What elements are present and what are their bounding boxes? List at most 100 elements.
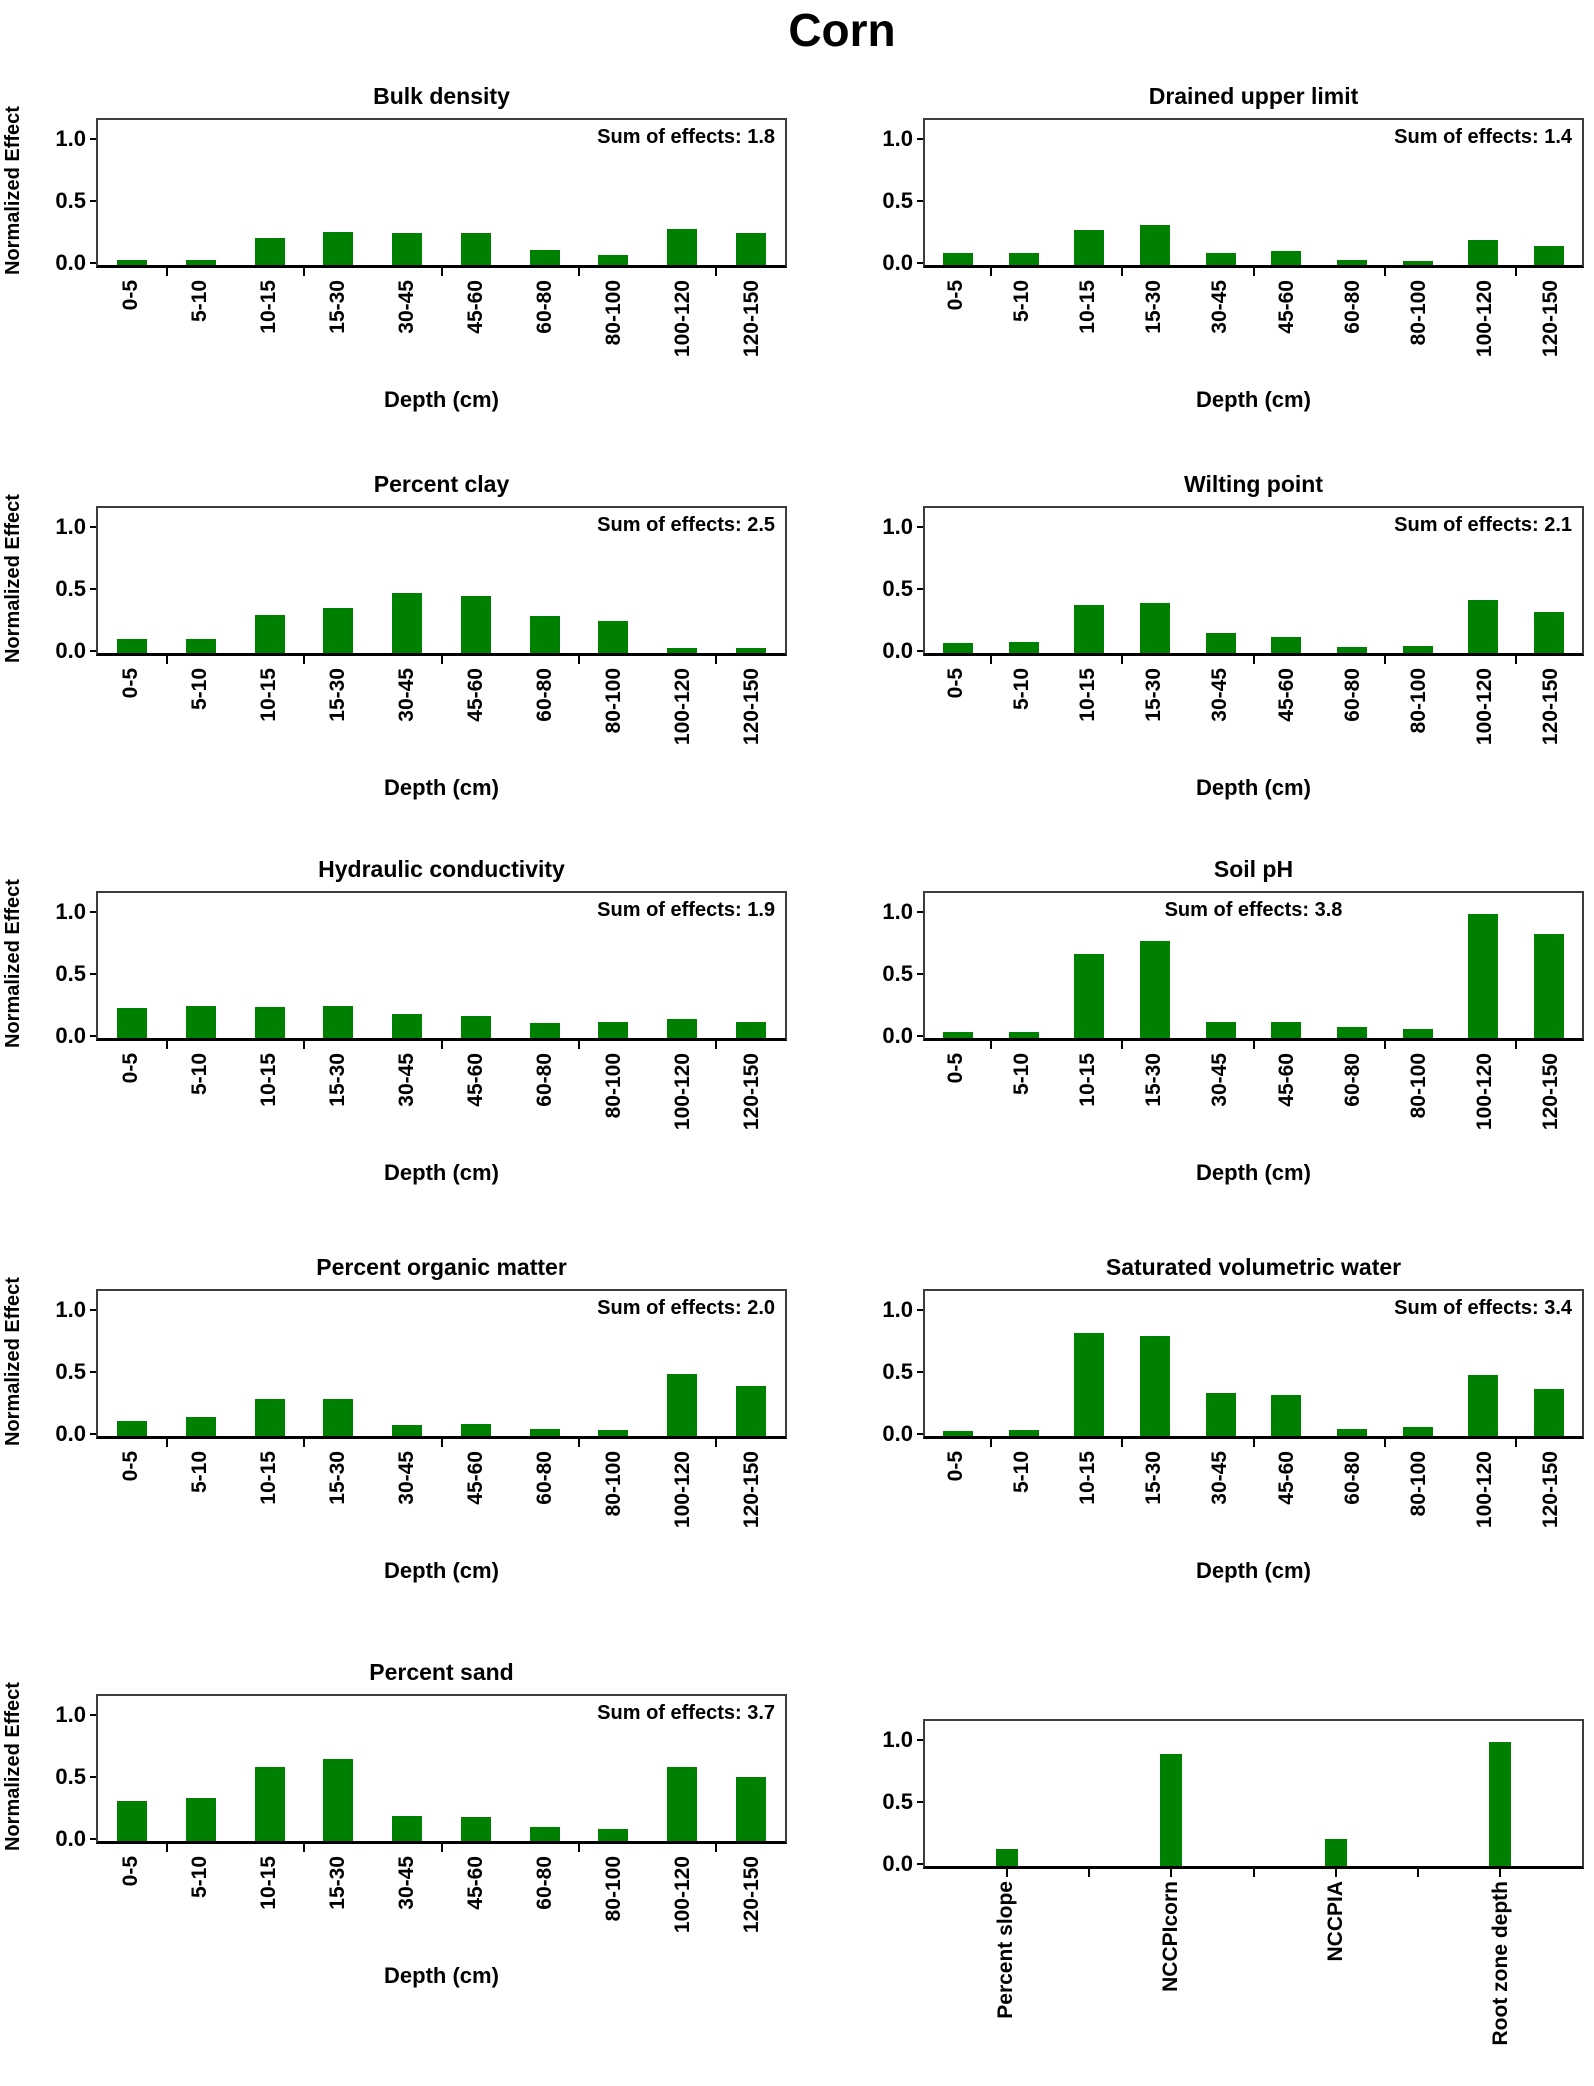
y-tick-mark xyxy=(917,200,923,202)
bar-45-60 xyxy=(1271,1395,1302,1436)
bar-15-30 xyxy=(323,1399,354,1436)
x-tick-mark xyxy=(303,656,306,664)
x-tick-mark xyxy=(989,656,992,664)
y-tick-mark xyxy=(90,973,96,975)
x-tick-label: Percent slope xyxy=(993,1881,1017,2019)
bar-80-100 xyxy=(1402,1427,1433,1436)
x-tick-label: 10-15 xyxy=(256,1856,280,1910)
bar-slot xyxy=(167,1291,236,1436)
x-tick-label: 60-80 xyxy=(1340,1451,1364,1505)
bar-10-15 xyxy=(1074,605,1105,653)
x-axis-title: Depth (cm) xyxy=(1196,1160,1311,1185)
x-tick-label: 0-5 xyxy=(118,1053,142,1084)
x-tick-slot: 80-100 xyxy=(580,280,649,382)
bar-80-100 xyxy=(598,255,629,265)
bar-slot xyxy=(235,508,304,653)
x-tick-mark xyxy=(303,1844,306,1852)
y-tick-label: 0.0 xyxy=(55,1023,86,1048)
y-tick-mark xyxy=(90,911,96,913)
x-tick-slot: 0-5 xyxy=(96,1053,165,1155)
x-tick-slot: 100-120 xyxy=(649,1451,718,1553)
x-tick-mark xyxy=(1334,1869,1337,1877)
x-tick-label: 45-60 xyxy=(464,668,488,722)
y-axis: 1.0 0.5 0.0 xyxy=(861,1719,923,1875)
x-tick-slot: 10-15 xyxy=(1055,280,1121,382)
y-tick-mark xyxy=(917,1309,923,1311)
bar-slot xyxy=(373,1696,442,1841)
x-tick-slot: 45-60 xyxy=(1253,1053,1319,1155)
chart-main-bulk-density: Bulk density 1.0 0.5 0.0 Sum of effects: 1.8… xyxy=(34,82,797,430)
y-tick-label: 0.0 xyxy=(55,250,86,275)
bar-Root zone depth xyxy=(1488,1742,1511,1866)
x-axis: 0-5 5-10 10-15 15-30 30-45 45-60 60-80 80-100 10… xyxy=(96,1041,787,1189)
y-tick-mark xyxy=(90,262,96,264)
bar-slot xyxy=(648,120,717,265)
x-tick-label: 45-60 xyxy=(1274,1053,1298,1107)
x-tick-slot: 5-10 xyxy=(165,668,234,770)
x-tick-slot: 60-80 xyxy=(511,280,580,382)
y-tick-label: 0.0 xyxy=(882,1851,913,1876)
y-tick-label: 0.5 xyxy=(55,961,86,986)
chart-hydraulic-conductivity: Normalized Effect Hydraulic conductivity 1… xyxy=(0,815,797,1213)
x-tick-label: 80-100 xyxy=(1406,1053,1430,1119)
y-axis-title: Normalized Effect xyxy=(2,1277,24,1446)
bar-30-45 xyxy=(392,1014,423,1038)
x-tick-label: 120-150 xyxy=(1538,668,1562,746)
bar-30-45 xyxy=(392,593,423,653)
x-tick-mark xyxy=(1121,268,1124,276)
y-axis-title-strip-hydraulic-conductivity: Normalized Effect xyxy=(0,855,34,1213)
bar-slot xyxy=(1319,893,1385,1038)
chart-title: Percent clay xyxy=(373,471,510,497)
bar-slot xyxy=(510,120,579,265)
x-tick-label: 15-30 xyxy=(325,280,349,334)
bar-120-150 xyxy=(735,1386,766,1436)
bar-slot xyxy=(925,1721,1089,1866)
bar-slot xyxy=(579,120,648,265)
x-axis: 0-5 5-10 10-15 15-30 30-45 45-60 60-80 80-100 10… xyxy=(96,1439,787,1587)
x-axis: 0-5 5-10 10-15 15-30 30-45 45-60 60-80 80-100 10… xyxy=(96,1844,787,1992)
bar-slot xyxy=(304,508,373,653)
bar-0-5 xyxy=(117,1421,148,1436)
x-tick-slot: 120-150 xyxy=(1518,1451,1584,1553)
x-tick-slot: 60-80 xyxy=(1320,668,1386,770)
x-tick-slot: 0-5 xyxy=(96,1451,165,1553)
x-tick-label: 5-10 xyxy=(187,668,211,711)
y-axis: 1.0 0.5 0.0 xyxy=(34,1694,96,1850)
plot-area: Sum of effects: 1.8 xyxy=(96,118,787,276)
x-tick-slot: 45-60 xyxy=(441,1451,510,1553)
x-tick-mark xyxy=(1383,1439,1386,1447)
bars xyxy=(98,1291,785,1436)
x-tick-slot: 15-30 xyxy=(1121,668,1187,770)
x-tick-label: 80-100 xyxy=(602,280,626,346)
sum-of-effects-annotation: Sum of effects: 2.0 xyxy=(597,1297,775,1319)
bar-slot xyxy=(1385,120,1451,265)
x-tick-labels: 0-5 5-10 10-15 15-30 30-45 45-60 60-80 80-100 10… xyxy=(96,280,787,382)
bar-0-5 xyxy=(117,639,148,653)
chart-title: Percent organic matter xyxy=(316,1254,567,1280)
x-tick-mark xyxy=(440,1439,443,1447)
bar-slot xyxy=(991,893,1057,1038)
bar-slot xyxy=(373,1291,442,1436)
x-tick-slot: 5-10 xyxy=(165,280,234,382)
y-tick-mark xyxy=(90,1371,96,1373)
x-tick-slot: 0-5 xyxy=(96,1856,165,1958)
x-tick-label: 15-30 xyxy=(325,668,349,722)
x-tick-mark xyxy=(440,268,443,276)
bar-slot xyxy=(373,508,442,653)
x-axis-title: Depth (cm) xyxy=(1196,775,1311,800)
x-tick-mark xyxy=(715,1439,718,1447)
x-tick-slot: 80-100 xyxy=(580,1856,649,1958)
x-tick-slot: 30-45 xyxy=(372,1451,441,1553)
y-tick-label: 1.0 xyxy=(55,126,86,151)
bar-slot xyxy=(235,1696,304,1841)
bar-slot xyxy=(1319,120,1385,265)
x-tick-label: 60-80 xyxy=(533,1856,557,1910)
chart-title: Soil pH xyxy=(1213,856,1294,882)
bar-slot xyxy=(716,120,785,265)
y-tick-label: 0.5 xyxy=(882,188,913,213)
y-tick-mark xyxy=(917,973,923,975)
plot-row: 1.0 0.5 0.0 xyxy=(861,1719,1584,1877)
plot-row: 1.0 0.5 0.0 Sum of effects: 3.7 xyxy=(34,1694,787,1852)
x-tick-label: 0-5 xyxy=(944,280,968,311)
bar-120-150 xyxy=(735,648,766,653)
